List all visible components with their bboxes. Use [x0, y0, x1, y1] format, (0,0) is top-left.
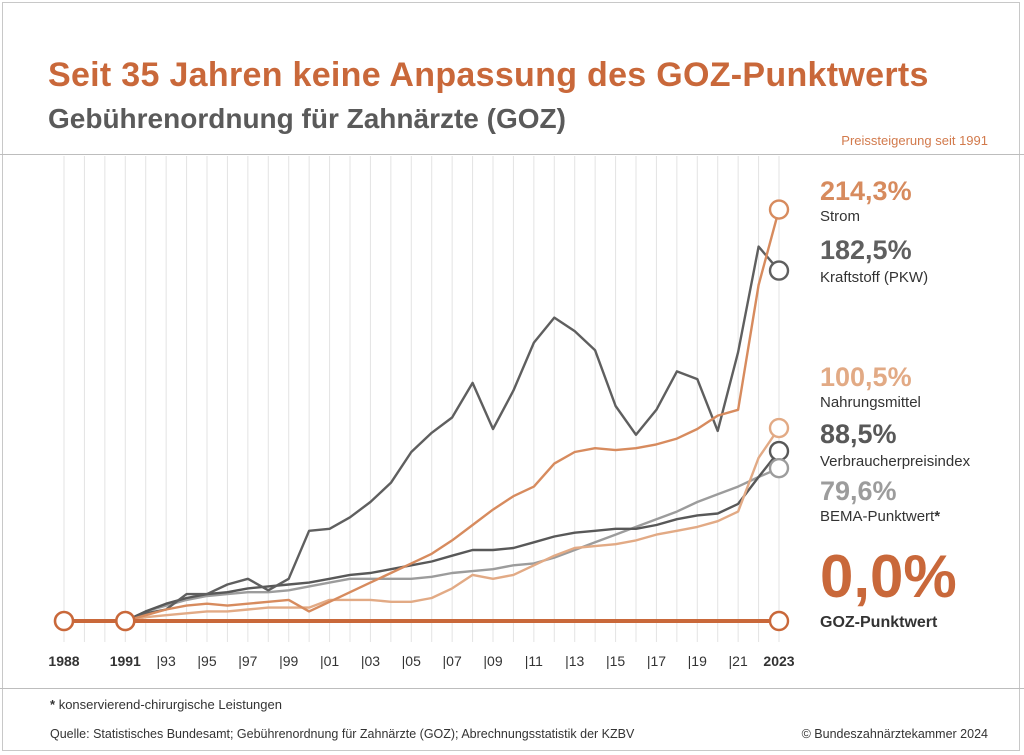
price-increase-note: Preissteigerung seit 1991 [841, 133, 988, 148]
series-name-3: Verbraucherpreisindex [820, 453, 971, 470]
end-marker-goz-punktwert [768, 610, 790, 632]
source-line: Quelle: Statistisches Bundesamt; Gebühre… [50, 727, 635, 741]
copyright: © Bundeszahnärztekammer 2024 [801, 727, 988, 741]
x-tick-2005: |05 [402, 653, 421, 669]
series-value-labels: 214,3% Strom 182,5% Kraftstoff (PKW) 100,5% N… [820, 176, 971, 631]
end-marker-bema-punktwert [768, 457, 790, 479]
end-marker-nahrungsmittel [768, 417, 790, 439]
x-axis-tick-labels: 1988 1991 |93 |95 |97 |99 |01 |03 |05 |07 |09 |11 |1… [48, 653, 794, 669]
x-tick-2019: |19 [688, 653, 707, 669]
series-name-5: GOZ-Punktwert [820, 614, 938, 631]
end-marker-verbraucherpreisindex [768, 440, 790, 462]
footnote: * konservierend-chirurgische Leistungen [50, 697, 282, 712]
series-name-4: BEMA-Punktwert* [820, 508, 940, 525]
end-marker-strom [768, 199, 790, 220]
x-tick-2015: |15 [606, 653, 625, 669]
x-tick-2001: |01 [320, 653, 339, 669]
series-name-2: Nahrungsmittel [820, 394, 921, 411]
x-tick-2007: |07 [443, 653, 462, 669]
series-name-suffix-4: * [934, 508, 940, 525]
x-tick-1999: |99 [279, 653, 298, 669]
series-lines [62, 208, 781, 623]
header-divider [0, 154, 1024, 155]
goz-marker-1991 [114, 610, 136, 632]
series-line-strom [124, 208, 781, 623]
footnote-star: * [50, 697, 56, 712]
x-tick-1997: |97 [238, 653, 257, 669]
x-tick-2023: 2023 [763, 653, 794, 669]
x-tick-1995: |95 [197, 653, 216, 669]
footnote-text: konservierend-chirurgische Leistungen [58, 697, 282, 712]
chart-title: Seit 35 Jahren keine Anpassung des GOZ-P… [48, 56, 929, 94]
value-label-0: 214,3% [820, 176, 912, 206]
chart-subtitle: Gebührenordnung für Zahnärzte (GOZ) [48, 103, 566, 134]
x-tick-1993: |93 [157, 653, 176, 669]
x-tick-2009: |09 [483, 653, 502, 669]
value-label-5: 0,0% [820, 543, 957, 610]
series-name-0: Strom [820, 208, 860, 225]
series-line-kraftstoff-pkw- [124, 245, 781, 623]
x-tick-2003: |03 [361, 653, 380, 669]
goz-marker-1988 [53, 610, 75, 632]
series-line-verbraucherpreisindex [124, 449, 781, 623]
x-tick-1988: 1988 [48, 653, 79, 669]
x-tick-2011: |11 [525, 653, 543, 669]
vertical-gridlines [63, 156, 780, 642]
x-tick-2021: |21 [729, 653, 748, 669]
value-label-2: 100,5% [820, 362, 912, 392]
series-markers [53, 199, 790, 632]
x-tick-1991: 1991 [110, 653, 141, 669]
series-name-1: Kraftstoff (PKW) [820, 269, 928, 286]
series-line-bema-punktwert [124, 467, 781, 623]
x-tick-2013: |13 [565, 653, 584, 669]
value-label-4: 79,6% [820, 476, 897, 506]
footer-divider [0, 688, 1024, 689]
end-marker-kraftstoff-pkw- [768, 260, 790, 281]
value-label-3: 88,5% [820, 419, 897, 449]
series-line-nahrungsmittel [124, 426, 781, 623]
x-tick-2017: |17 [647, 653, 666, 669]
value-label-1: 182,5% [820, 235, 912, 265]
